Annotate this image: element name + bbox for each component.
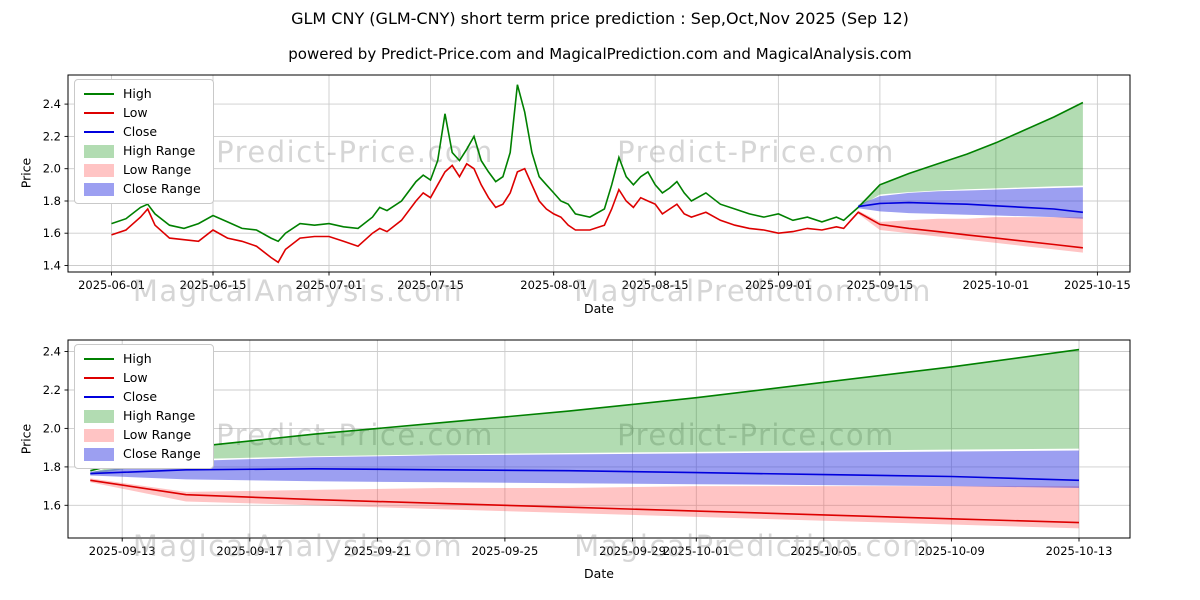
plot-border <box>67 74 1131 273</box>
watermark-predict-price: Predict-Price.com <box>216 418 494 452</box>
legend-swatch-low-range <box>84 163 114 177</box>
page-title: GLM CNY (GLM-CNY) short term price predi… <box>291 9 909 28</box>
band-high-range <box>858 102 1083 208</box>
legend-item-low: Low <box>84 106 201 120</box>
series-line-close <box>858 201 1083 214</box>
series-line-high <box>111 84 1084 243</box>
legend-label: Low Range <box>123 162 192 177</box>
plot-border <box>67 339 1131 539</box>
legend-item-low: Low <box>84 371 201 385</box>
y-tick-label: 2.4 <box>43 345 61 359</box>
series-line-high <box>90 348 1080 472</box>
legend-label: Close Range <box>123 181 201 196</box>
x-tick-label: 2025-06-15 <box>180 278 247 292</box>
x-tick-label: 2025-09-17 <box>216 544 283 558</box>
legend-swatch-high-range <box>84 409 114 423</box>
x-tick-label: 2025-10-01 <box>663 544 730 558</box>
series-line-close <box>90 467 1080 482</box>
legend-swatch-close <box>84 131 114 133</box>
legend-label: Close <box>123 389 158 404</box>
legend-item-close: Close <box>84 125 201 139</box>
x-tick-label: 2025-09-25 <box>471 544 538 558</box>
x-tick-label: 2025-10-05 <box>790 544 857 558</box>
plot-area <box>68 75 1130 272</box>
y-tick-label: 1.6 <box>43 226 61 240</box>
y-axis-label-price-bottom: Price <box>18 423 34 455</box>
legend-item-high: High <box>84 87 201 101</box>
x-tick-label: 2025-09-29 <box>599 544 666 558</box>
y-tick-label: 2.0 <box>43 162 61 176</box>
y-tick-label: 2.4 <box>43 97 61 111</box>
legend-swatch-close-range <box>84 447 114 461</box>
x-tick-label: 2025-08-01 <box>520 278 587 292</box>
x-tick-label: 2025-08-15 <box>622 278 689 292</box>
legend-item-close-range: Close Range <box>84 447 201 461</box>
watermark-predict-price: Predict-Price.com <box>216 135 494 169</box>
x-tick-label: 2025-07-01 <box>296 278 363 292</box>
y-axis-label-price-top: Price <box>18 157 34 189</box>
legend-label: High <box>123 86 152 101</box>
legend-item-high-range: High Range <box>84 144 201 158</box>
legend-item-high-range: High Range <box>84 409 201 423</box>
watermark-predict-price: Predict-Price.com <box>617 135 895 169</box>
legend-top-chart: High Low Close High Range Low Range Close Ran… <box>74 79 214 204</box>
x-tick-label: 2025-09-13 <box>89 544 156 558</box>
y-tick-label: 1.8 <box>43 460 61 474</box>
legend-label: High Range <box>123 143 196 158</box>
legend-swatch-low <box>84 377 114 379</box>
x-tick-label: 2025-10-01 <box>962 278 1029 292</box>
legend-label: Close <box>123 124 158 139</box>
legend-label: High <box>123 351 152 366</box>
x-tick-label: 2025-10-15 <box>1064 278 1131 292</box>
legend-bottom-chart: High Low Close High Range Low Range Close Ran… <box>74 344 214 469</box>
y-tick-label: 2.2 <box>43 129 61 143</box>
legend-swatch-low <box>84 112 114 114</box>
legend-swatch-high <box>84 358 114 360</box>
watermark-predict-price: Predict-Price.com <box>617 418 895 452</box>
x-axis-label-date-top: Date <box>584 301 614 316</box>
legend-swatch-close <box>84 396 114 398</box>
x-tick-label: 2025-10-13 <box>1046 544 1113 558</box>
x-tick-label: 2025-07-15 <box>397 278 464 292</box>
band-high-range <box>90 349 1080 475</box>
series-line-low <box>90 479 1080 524</box>
band-close-range <box>858 187 1083 219</box>
series-line-low <box>111 162 1083 264</box>
band-close-range <box>90 450 1080 488</box>
x-tick-label: 2025-09-01 <box>745 278 812 292</box>
legend-label: Low <box>123 370 148 385</box>
x-axis-label-date-bottom: Date <box>584 566 614 581</box>
x-tick-label: 2025-09-21 <box>344 544 411 558</box>
y-tick-label: 2.0 <box>43 421 61 435</box>
legend-swatch-low-range <box>84 428 114 442</box>
legend-item-low-range: Low Range <box>84 163 201 177</box>
y-tick-label: 2.2 <box>43 383 61 397</box>
legend-label: Low Range <box>123 427 192 442</box>
legend-item-high: High <box>84 352 201 366</box>
legend-label: Close Range <box>123 446 201 461</box>
legend-label: High Range <box>123 408 196 423</box>
legend-swatch-high <box>84 93 114 95</box>
legend-item-close-range: Close Range <box>84 182 201 196</box>
y-tick-label: 1.4 <box>43 259 61 273</box>
x-tick-label: 2025-10-09 <box>918 544 985 558</box>
legend-item-low-range: Low Range <box>84 428 201 442</box>
y-tick-label: 1.6 <box>43 498 61 512</box>
x-tick-label: 2025-09-15 <box>846 278 913 292</box>
legend-swatch-high-range <box>84 144 114 158</box>
y-tick-label: 1.8 <box>43 194 61 208</box>
legend-swatch-close-range <box>84 182 114 196</box>
x-tick-label: 2025-06-01 <box>78 278 145 292</box>
page-subtitle: powered by Predict-Price.com and Magical… <box>288 45 912 63</box>
legend-item-close: Close <box>84 390 201 404</box>
legend-label: Low <box>123 105 148 120</box>
